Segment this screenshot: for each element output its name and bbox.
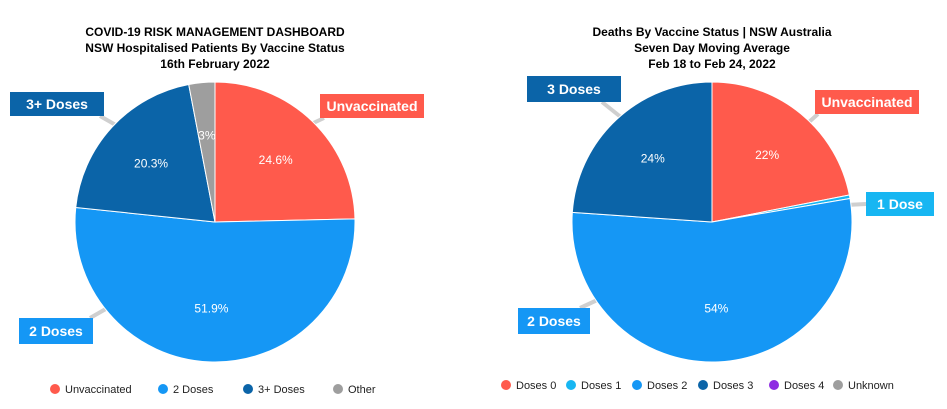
callout-label: 3+ Doses xyxy=(26,96,88,112)
legend-marker xyxy=(333,384,343,394)
legend-marker xyxy=(50,384,60,394)
callout-leader-line xyxy=(600,100,624,120)
legend-label: Doses 0 xyxy=(516,380,556,392)
legend-marker xyxy=(698,380,708,390)
pie-slice-2-doses xyxy=(74,206,356,363)
callout-box xyxy=(10,92,104,116)
pie-slice-3-doses xyxy=(75,83,216,223)
chart1-title-line-3: 16th February 2022 xyxy=(160,57,270,71)
chart2-title-line-3: Feb 18 to Feb 24, 2022 xyxy=(648,57,776,71)
pie-slice-unvaccinated xyxy=(214,81,356,223)
pie-slice-doses-0 xyxy=(711,81,850,223)
legend-label: 3+ Doses xyxy=(258,384,305,396)
legend-label: Unknown xyxy=(848,380,894,392)
chart2-pie: 22% 54% 24% Unvaccinated 1 Dose 3 Doses 2 Dose… xyxy=(501,76,934,392)
legend-label: Doses 4 xyxy=(784,380,824,392)
callout-box xyxy=(815,90,919,114)
slice-value-label: 22% xyxy=(755,148,779,162)
callout-box xyxy=(19,318,93,344)
callout-label: 3 Doses xyxy=(547,81,601,97)
legend-label: Doses 3 xyxy=(713,380,753,392)
callout-label: 2 Doses xyxy=(29,323,83,339)
slice-value-label: 24.6% xyxy=(259,153,293,167)
chart1-title: COVID-19 RISK MANAGEMENT DASHBOARD NSW H… xyxy=(85,25,345,71)
legend-label: Doses 2 xyxy=(647,380,687,392)
legend-marker xyxy=(632,380,642,390)
callout-label: Unvaccinated xyxy=(821,94,912,110)
chart2-title: Deaths By Vaccine Status | NSW Australia… xyxy=(593,25,832,71)
callout-box xyxy=(518,308,590,334)
callout-label: 2 Doses xyxy=(527,313,581,329)
legend-label: Other xyxy=(348,384,376,396)
callout-label: 1 Dose xyxy=(877,196,923,212)
chart1-title-line-1: COVID-19 RISK MANAGEMENT DASHBOARD xyxy=(85,25,345,39)
legend-label: 2 Doses xyxy=(173,384,214,396)
legend-marker xyxy=(501,380,511,390)
legend-marker xyxy=(566,380,576,390)
pie-slice-doses-2 xyxy=(571,197,853,363)
legend-marker xyxy=(243,384,253,394)
callout-box xyxy=(866,192,934,216)
legend-label: Unvaccinated xyxy=(65,384,132,396)
slice-value-label: 54% xyxy=(704,302,728,316)
slice-value-label: 24% xyxy=(641,152,665,166)
callout-label: Unvaccinated xyxy=(326,98,417,114)
chart1-title-line-2: NSW Hospitalised Patients By Vaccine Sta… xyxy=(85,41,345,55)
chart1-pie: 24.6% 51.9% 20.3% 3% Unvaccinated 3+ Doses 2 D… xyxy=(10,81,424,396)
callout-box xyxy=(320,94,424,118)
legend-marker xyxy=(769,380,779,390)
slice-value-label: 3% xyxy=(198,129,216,143)
chart2-title-line-1: Deaths By Vaccine Status | NSW Australia xyxy=(593,25,832,39)
legend-label: Doses 1 xyxy=(581,380,621,392)
legend-marker xyxy=(158,384,168,394)
pie-slice-other xyxy=(188,81,216,223)
callout-box xyxy=(527,76,621,102)
slice-value-label: 51.9% xyxy=(194,302,228,316)
slice-value-label: 20.3% xyxy=(134,156,168,170)
pie-slice-doses-3 xyxy=(571,81,713,223)
chart2-title-line-2: Seven Day Moving Average xyxy=(634,41,790,55)
legend-marker xyxy=(833,380,843,390)
